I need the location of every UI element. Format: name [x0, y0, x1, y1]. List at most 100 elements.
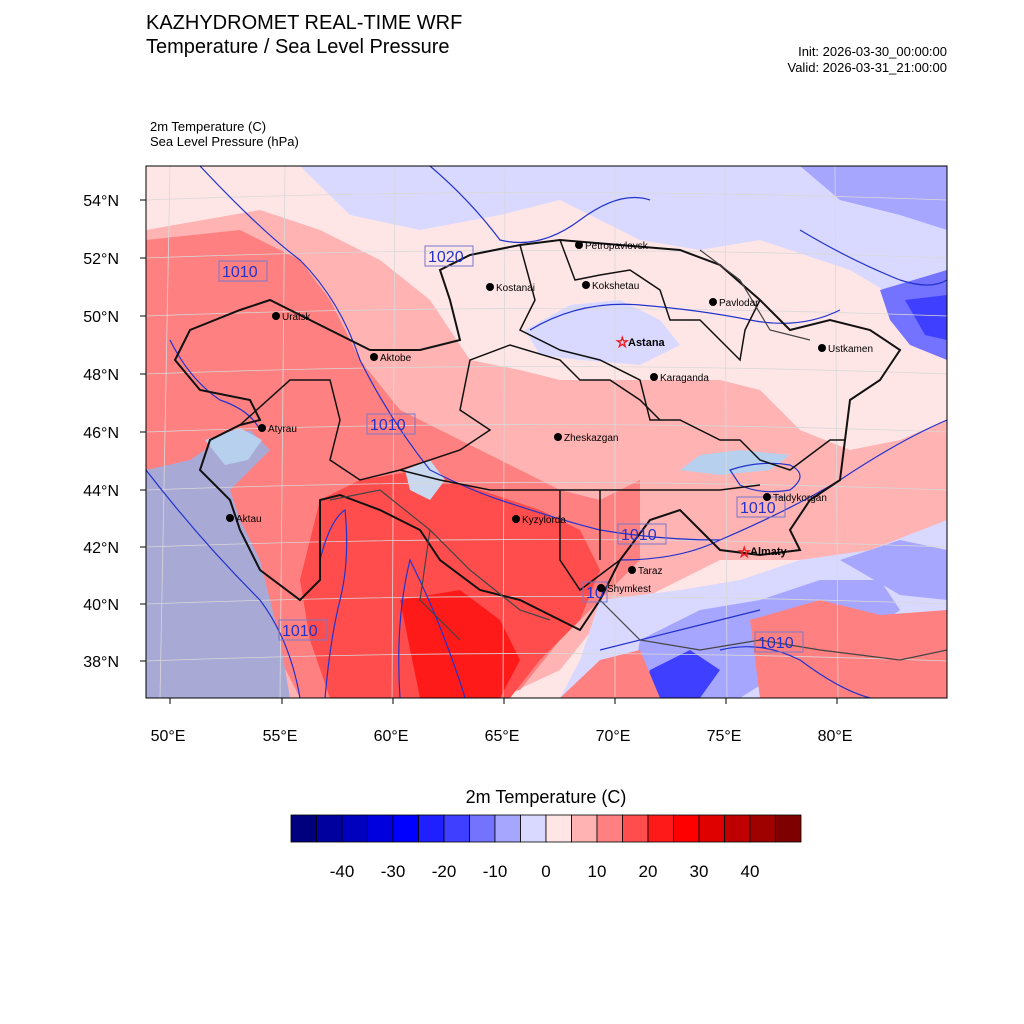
lat-label: 44°N — [83, 483, 119, 500]
colorbar-swatch — [443, 814, 470, 843]
city-label: Kyzylorda — [522, 515, 566, 526]
lon-labels: 50°E 55°E 60°E 65°E 70°E 75°E 80°E — [151, 728, 853, 745]
city-marker — [575, 241, 583, 249]
colorbar-swatch — [775, 814, 802, 843]
field-label-temperature: 2m Temperature (C) — [150, 119, 267, 134]
city-label: Aktobe — [380, 353, 412, 364]
lon-label: 50°E — [151, 728, 186, 745]
city-marker — [226, 514, 234, 522]
lat-label: 38°N — [83, 654, 119, 671]
isobar-label: 1010 — [740, 500, 776, 517]
title-line-1: KAZHYDROMET REAL-TIME WRF — [146, 12, 463, 34]
colorbar-swatch — [367, 814, 394, 843]
city-marker — [763, 493, 771, 501]
lat-label: 40°N — [83, 597, 119, 614]
lon-label: 65°E — [485, 728, 520, 745]
isobar-label: 1020 — [428, 249, 464, 266]
lon-label: 60°E — [374, 728, 409, 745]
lon-label: 70°E — [596, 728, 631, 745]
city-label: Ustkamen — [828, 344, 873, 355]
capital-label: Astana — [628, 337, 666, 349]
city-label: Zheskazgan — [564, 433, 618, 444]
isobar-label: 1010 — [370, 417, 406, 434]
city-marker — [370, 353, 378, 361]
capital-star-icon: ☆ — [738, 544, 751, 560]
init-time: Init: 2026-03-30_00:00:00 — [798, 44, 947, 59]
city-label: Kostanai — [496, 283, 535, 294]
colorbar-swatch — [571, 814, 598, 843]
colorbar-swatch — [596, 814, 623, 843]
colorbar-swatch — [290, 814, 317, 843]
city-label: Pavlodar — [719, 298, 759, 309]
colorbar-tick-label: -40 — [330, 862, 355, 881]
city-marker — [486, 283, 494, 291]
city-label: Kokshetau — [592, 281, 639, 292]
colorbar-swatch — [341, 814, 368, 843]
title-line-2: Temperature / Sea Level Pressure — [146, 36, 450, 58]
colorbar-swatch — [724, 814, 751, 843]
city-marker — [818, 344, 826, 352]
colorbar-tick-label: 30 — [690, 862, 709, 881]
isobar-label: 1010 — [282, 623, 318, 640]
axis-ticks — [140, 199, 838, 704]
cities: Petropavlovsk Kostanai Kokshetau Pavloda… — [226, 241, 873, 595]
colorbar-swatch — [418, 814, 445, 843]
temperature-field — [146, 166, 947, 698]
lat-label: 52°N — [83, 251, 119, 268]
city-marker — [512, 515, 520, 523]
capital-star-icon: ☆ — [616, 334, 629, 350]
colorbar-swatch — [673, 814, 700, 843]
colorbar-swatch — [545, 814, 572, 843]
isobar-label: 1010 — [621, 527, 657, 544]
colorbar-tick-label: 10 — [588, 862, 607, 881]
colorbar-tick-label: 40 — [741, 862, 760, 881]
city-marker — [709, 298, 717, 306]
colorbar-tick-label: 20 — [639, 862, 658, 881]
city-label: Uralsk — [282, 312, 311, 323]
colorbar-swatch — [392, 814, 419, 843]
city-label: Taraz — [638, 566, 662, 577]
colorbar-swatch — [698, 814, 725, 843]
city-label: Aktau — [236, 514, 262, 525]
colorbar-tick-label: -30 — [381, 862, 406, 881]
colorbar-swatch — [316, 814, 343, 843]
boundaries — [173, 238, 947, 661]
lon-label: 80°E — [818, 728, 853, 745]
city-label: Taldykorgan — [773, 493, 827, 504]
isobar-label: 1010 — [758, 635, 794, 652]
lat-labels: 54°N 52°N 50°N 48°N 46°N 44°N 42°N 40°N … — [83, 193, 119, 671]
isobar-labels: 1010 1020 1010 1010 1010 1010 1010 10 — [218, 245, 804, 653]
city-label: Karaganda — [660, 373, 709, 384]
colorbar-swatch — [520, 814, 547, 843]
isobar-label: 1010 — [222, 264, 258, 281]
city-label: Atyrau — [268, 424, 297, 435]
city-marker — [597, 584, 605, 592]
lat-label: 48°N — [83, 367, 119, 384]
lat-label: 42°N — [83, 540, 119, 557]
colorbar-swatch — [622, 814, 649, 843]
city-marker — [272, 312, 280, 320]
city-marker — [582, 281, 590, 289]
valid-time: Valid: 2026-03-31_21:00:00 — [787, 60, 948, 75]
field-label-pressure: Sea Level Pressure (hPa) — [150, 134, 299, 149]
city-marker — [258, 424, 266, 432]
colorbar-swatch — [647, 814, 674, 843]
colorbar-tick-label: 0 — [541, 862, 550, 881]
capital-label: Almaty — [750, 546, 788, 558]
city-marker — [554, 433, 562, 441]
colorbar-swatch — [469, 814, 496, 843]
city-label: Shymkest — [607, 584, 651, 595]
colorbar — [290, 814, 802, 843]
lon-label: 55°E — [263, 728, 298, 745]
colorbar-tick-label: -20 — [432, 862, 457, 881]
lat-label: 50°N — [83, 309, 119, 326]
city-marker — [628, 566, 636, 574]
lat-label: 46°N — [83, 425, 119, 442]
colorbar-ticks: -40 -30 -20 -10 0 10 20 30 40 — [330, 862, 760, 881]
colorbar-tick-label: -10 — [483, 862, 508, 881]
city-label: Petropavlovsk — [585, 241, 649, 252]
colorbar-swatch — [494, 814, 521, 843]
colorbar-title: 2m Temperature (C) — [465, 787, 627, 807]
lat-label: 54°N — [83, 193, 119, 210]
